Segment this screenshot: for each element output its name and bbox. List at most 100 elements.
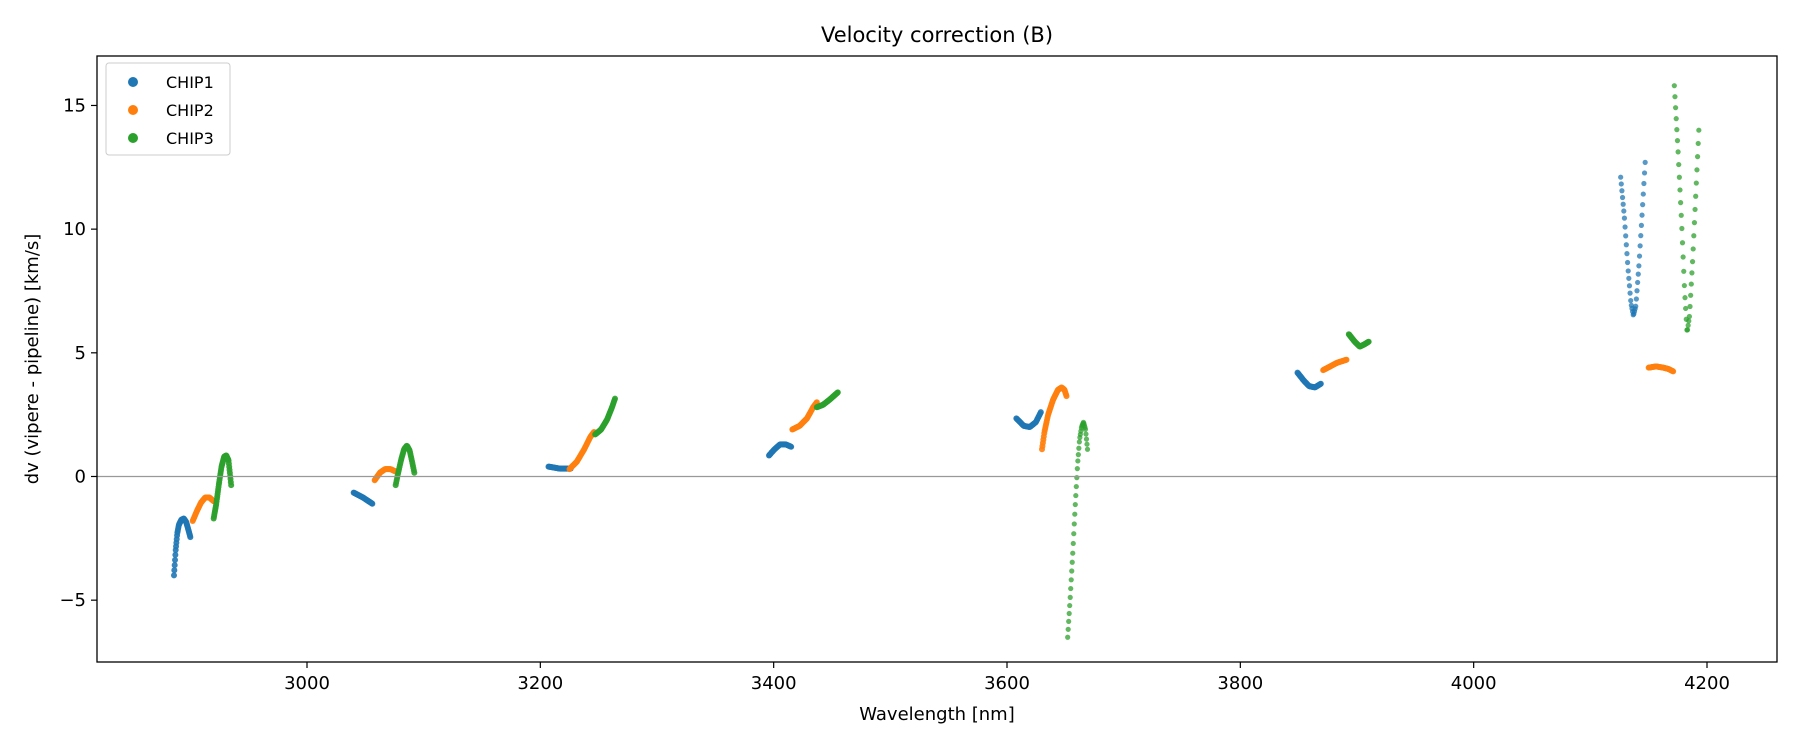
data-point [171, 562, 178, 569]
data-point [1688, 281, 1694, 287]
data-points [171, 83, 1702, 640]
data-point [1691, 220, 1698, 226]
data-point [1365, 338, 1372, 345]
legend-label-chip3: CHIP3 [166, 129, 214, 148]
data-point [1623, 242, 1629, 248]
series-chip3 [210, 83, 1702, 640]
data-point [1633, 296, 1639, 302]
data-point [1618, 181, 1624, 187]
data-point [1628, 297, 1634, 304]
data-point [1083, 431, 1089, 437]
data-point [1621, 208, 1627, 214]
data-point [1695, 140, 1701, 147]
data-point [1638, 222, 1644, 228]
data-point [1673, 116, 1679, 122]
y-tick-label: 10 [63, 219, 86, 240]
data-point [1671, 83, 1677, 89]
data-point [1624, 259, 1631, 266]
data-point [1634, 288, 1640, 294]
data-point [1066, 618, 1072, 625]
data-point [411, 469, 418, 476]
data-point [1672, 94, 1678, 100]
data-point [1065, 626, 1071, 632]
y-tick-label: 15 [63, 95, 86, 116]
data-point [1070, 540, 1076, 547]
plot-area-frame [96, 55, 1778, 663]
data-point [1072, 501, 1078, 508]
chart-title: Velocity correction (B) [821, 23, 1053, 47]
series-chip1 [171, 159, 1648, 579]
y-axis-ticks: −5 0 5 10 15 [59, 95, 97, 611]
data-point [1678, 200, 1684, 206]
data-point [1073, 492, 1079, 499]
data-point [1642, 159, 1648, 165]
y-tick-label: 5 [75, 343, 86, 364]
data-point [1626, 275, 1632, 281]
data-point [1682, 295, 1688, 301]
legend: CHIP1 CHIP2 CHIP3 [105, 62, 231, 156]
data-point [1672, 105, 1679, 111]
data-point [1618, 174, 1624, 180]
data-point [1622, 224, 1628, 230]
x-axis-ticks: 3000 3200 3400 3600 3800 4000 4200 [284, 662, 1730, 694]
data-point [1689, 259, 1696, 265]
x-tick-label: 3600 [984, 673, 1030, 694]
data-point [1066, 610, 1072, 617]
data-point [1069, 568, 1075, 574]
data-point [1679, 240, 1686, 246]
data-point [1071, 531, 1077, 537]
data-point [1694, 154, 1701, 160]
data-point [1679, 225, 1685, 232]
data-point [1684, 327, 1691, 333]
data-point [172, 551, 179, 558]
data-point [1075, 458, 1081, 464]
data-point [1067, 602, 1073, 609]
data-point [228, 482, 235, 489]
y-axis-label: dv (vipere - pipeline) [km/s] [22, 234, 43, 485]
data-point [1693, 193, 1699, 199]
x-tick-label: 3400 [751, 673, 797, 694]
data-point [1681, 282, 1687, 289]
data-point [1084, 441, 1090, 447]
data-point [1068, 585, 1074, 592]
data-point [1626, 283, 1633, 289]
data-point [1074, 475, 1080, 481]
data-point [1674, 127, 1680, 133]
data-point [1692, 206, 1698, 213]
data-point [1640, 191, 1646, 197]
data-point [1343, 356, 1350, 363]
data-point [788, 443, 795, 450]
data-point [1084, 446, 1091, 452]
data-point [1686, 313, 1693, 320]
legend-label-chip2: CHIP2 [166, 101, 214, 120]
data-point [1627, 290, 1633, 296]
data-point [1065, 634, 1071, 640]
data-point [1696, 127, 1702, 133]
data-point [1624, 251, 1630, 257]
data-point [1641, 180, 1647, 187]
x-tick-label: 3200 [517, 673, 563, 694]
legend-box [105, 62, 231, 156]
data-point [1677, 187, 1683, 193]
data-point [1636, 263, 1642, 269]
data-point [1688, 292, 1694, 298]
data-point [1619, 188, 1625, 194]
data-point [1670, 368, 1677, 375]
data-point [1635, 271, 1641, 277]
data-point [1640, 202, 1646, 208]
data-point [1083, 436, 1090, 442]
x-tick-label: 4200 [1684, 673, 1730, 694]
data-point [1681, 268, 1687, 274]
data-point [1694, 167, 1700, 173]
data-point [1071, 521, 1077, 527]
x-tick-label: 4000 [1451, 673, 1497, 694]
data-point [1317, 380, 1324, 387]
data-point [1638, 233, 1644, 239]
data-point [1082, 426, 1089, 432]
data-point [1623, 233, 1629, 239]
data-point [1639, 212, 1645, 218]
data-point [171, 567, 178, 574]
x-axis-label: Wavelength [nm] [859, 704, 1015, 725]
data-point [1678, 212, 1684, 218]
